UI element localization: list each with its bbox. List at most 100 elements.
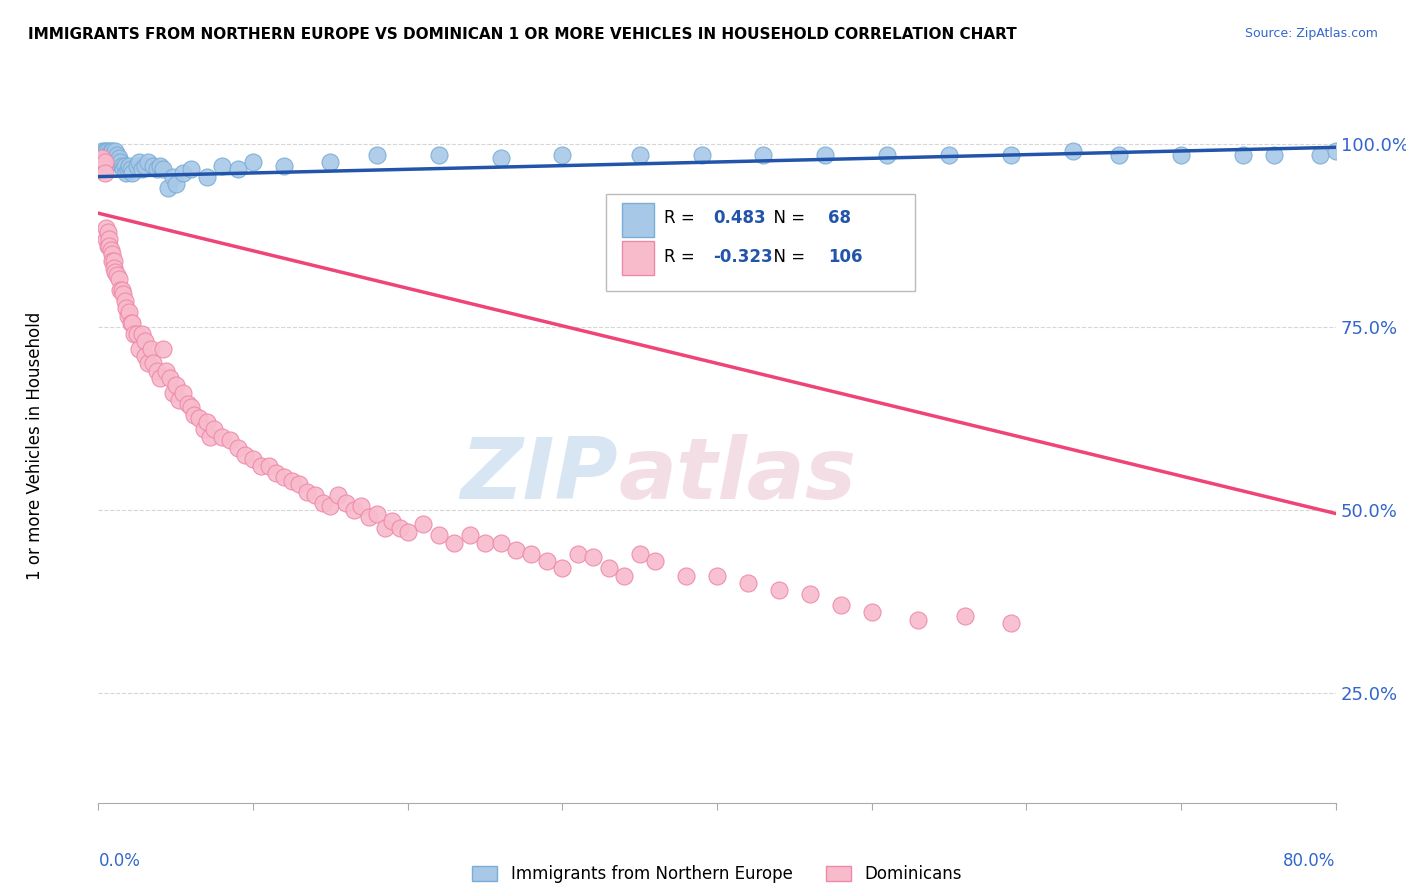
Point [107,272,129,286]
Point [91,147,114,161]
Point [264,467,288,481]
FancyBboxPatch shape [621,203,654,237]
Point [443,536,465,550]
Point [162,169,184,184]
Point [830,598,852,612]
Point [505,543,527,558]
Point [350,499,373,513]
Point [127,327,149,342]
Point [152,162,174,177]
Point [706,568,728,582]
Point [288,477,311,491]
Text: 0.0%: 0.0% [98,852,141,870]
Point [551,147,574,161]
Point [188,411,211,425]
Point [907,613,929,627]
FancyBboxPatch shape [621,242,654,276]
Text: IMMIGRANTS FROM NORTHERN EUROPE VS DOMINICAN 1 OR MORE VEHICLES IN HOUSEHOLD COR: IMMIGRANTS FROM NORTHERN EUROPE VS DOMIN… [28,27,1017,42]
Point [551,561,574,575]
Point [97,144,120,158]
Point [146,162,169,177]
Point [96,220,118,235]
Point [628,547,651,561]
Point [104,144,127,158]
Point [219,434,242,448]
Point [1108,147,1130,161]
Point [1263,147,1285,161]
Point [117,309,139,323]
Text: N =: N = [763,248,810,266]
Point [233,448,257,462]
Point [172,166,194,180]
Point [737,576,759,591]
Point [97,239,120,253]
Point [96,144,118,158]
Point [489,151,512,165]
Point [91,159,114,173]
Point [319,155,342,169]
Point [335,495,357,509]
Point [98,147,121,161]
Point [98,151,121,165]
Point [396,524,419,539]
Point [814,147,837,161]
Point [103,261,125,276]
Point [159,371,181,385]
Point [93,155,115,169]
Point [121,166,143,180]
Point [204,422,226,436]
Point [366,507,388,521]
Point [128,155,150,169]
Point [96,232,118,246]
Point [374,521,396,535]
Text: Source: ZipAtlas.com: Source: ZipAtlas.com [1244,27,1378,40]
Point [1170,147,1192,161]
Point [96,147,118,161]
Point [167,392,190,407]
Point [598,561,620,575]
Point [489,536,512,550]
Point [115,301,138,316]
Point [938,147,960,161]
Point [131,162,153,177]
Point [366,147,388,161]
Point [242,451,264,466]
Point [1324,144,1347,158]
Point [111,283,132,297]
Point [101,151,124,165]
Point [520,547,543,561]
Point [326,488,350,502]
FancyBboxPatch shape [606,194,915,292]
Point [613,568,636,582]
Point [121,316,143,330]
Point [101,144,124,158]
Text: 0.483: 0.483 [713,210,766,227]
Point [128,342,150,356]
Text: 68: 68 [828,210,852,227]
Point [675,568,697,582]
Point [211,159,233,173]
Point [105,268,128,283]
Point [690,147,713,161]
Point [149,371,172,385]
Point [112,162,135,177]
Point [297,484,319,499]
Point [281,474,304,488]
Point [146,364,169,378]
Point [953,609,976,624]
Point [134,349,156,363]
Point [122,327,145,342]
Point [195,415,218,429]
Point [118,305,141,319]
Point [226,441,249,455]
Point [90,144,112,158]
Point [103,155,125,169]
Point [105,155,128,169]
Point [118,159,141,173]
Point [120,316,142,330]
Point [97,147,120,161]
Text: 80.0%: 80.0% [1284,852,1336,870]
Point [1000,616,1022,631]
Point [117,162,139,177]
Point [381,514,404,528]
